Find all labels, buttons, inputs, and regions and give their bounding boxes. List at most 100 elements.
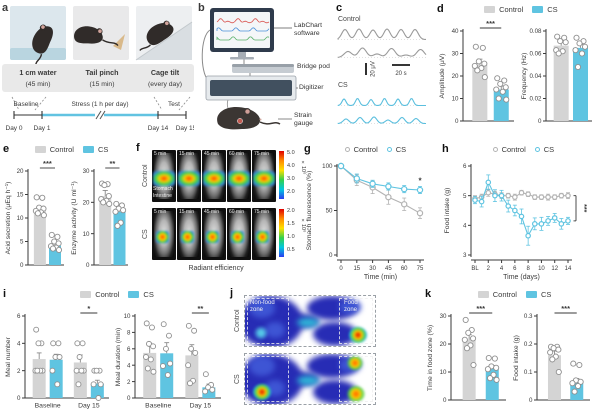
svg-text:Test: Test bbox=[168, 101, 180, 108]
stomach-fluorescence-chart: 0 50 100 Stomach fluorescence (%) 0 15 30 45 60 7… bbox=[303, 157, 440, 286]
svg-text:10: 10 bbox=[452, 96, 459, 103]
svg-text:6: 6 bbox=[463, 163, 467, 170]
panel-label-e: e bbox=[3, 143, 10, 155]
time-in-food-zone-chart: 0 10 20 30 Time in food zone (%) *** bbox=[424, 302, 510, 415]
svg-text:5: 5 bbox=[463, 193, 467, 200]
svg-text:10: 10 bbox=[17, 215, 24, 222]
svg-text:Baseline: Baseline bbox=[14, 101, 39, 108]
bridge-pod-label: Bridge pod bbox=[297, 63, 330, 70]
bridge-pod-icon bbox=[232, 64, 294, 73]
mouse-fluorescence-image: 75 min bbox=[252, 150, 276, 202]
svg-text:10: 10 bbox=[124, 313, 131, 320]
mouse-fluorescence-image: 5 min bbox=[152, 208, 176, 260]
svg-text:0.04: 0.04 bbox=[529, 73, 542, 80]
control-trace-2 bbox=[336, 42, 434, 60]
non-food-zone-outline bbox=[247, 356, 289, 402]
svg-text:0: 0 bbox=[329, 252, 333, 259]
acid-secretion-chart: 0 5 10 15 20 Acid secretion (μEq h⁻¹) *** bbox=[2, 157, 68, 280]
svg-text:2: 2 bbox=[487, 266, 491, 272]
mouse-fluorescence-image: 15 min bbox=[177, 150, 201, 202]
svg-text:**: ** bbox=[109, 159, 115, 168]
mouse-fluorescence-image: 15 min bbox=[177, 208, 201, 260]
cs-swatch bbox=[525, 291, 537, 298]
non-food-zone-label: Non-food zone bbox=[250, 300, 275, 313]
food-zone-outline bbox=[339, 356, 373, 402]
panel-c-gastric-traces: c Control 20 μV 20 s CS bbox=[336, 2, 434, 140]
control-swatch bbox=[477, 291, 489, 298]
panel-f-ivis-imaging: f Control 5 min Stomach Intestine 15 min 45 … bbox=[136, 142, 306, 285]
svg-text:10: 10 bbox=[538, 266, 545, 272]
mouse-fluorescence-image: 5 min Stomach Intestine bbox=[152, 150, 176, 202]
control-swatch bbox=[34, 146, 46, 153]
labchart-software-label: LabChart software bbox=[294, 22, 322, 37]
svg-text:20: 20 bbox=[83, 200, 90, 207]
svg-text:***: *** bbox=[580, 204, 587, 212]
control-swatch bbox=[80, 291, 92, 298]
svg-text:Day 15: Day 15 bbox=[176, 125, 194, 132]
control-trace-1 bbox=[336, 24, 434, 42]
colorbar-gradient bbox=[279, 151, 284, 199]
panel-a-stress-protocol: a bbox=[2, 2, 197, 140]
svg-text:50: 50 bbox=[326, 208, 333, 215]
cs-marker bbox=[386, 147, 392, 152]
stressor-label-band bbox=[2, 64, 194, 92]
svg-text:30: 30 bbox=[369, 266, 376, 272]
svg-text:6: 6 bbox=[513, 266, 517, 272]
digitizer-label: Digitizer bbox=[299, 84, 324, 91]
control-row-label: Control bbox=[142, 164, 149, 188]
svg-text:1 cm water: 1 cm water bbox=[19, 68, 56, 77]
svg-text:Time in food zone (%): Time in food zone (%) bbox=[427, 325, 434, 391]
svg-text:*: * bbox=[418, 176, 422, 185]
digitizer-icon bbox=[205, 75, 297, 101]
mouse-fluorescence-image: 75 min bbox=[252, 208, 276, 260]
svg-text:***: *** bbox=[476, 304, 485, 313]
legend: Control CS bbox=[492, 145, 554, 154]
svg-text:14: 14 bbox=[565, 266, 572, 272]
panel-label-d: d bbox=[437, 3, 444, 15]
svg-text:0: 0 bbox=[443, 397, 447, 404]
svg-text:2: 2 bbox=[127, 379, 131, 386]
svg-text:Meal number: Meal number bbox=[5, 336, 12, 376]
non-food-zone-outline bbox=[247, 298, 289, 344]
panel-label-h: h bbox=[442, 143, 449, 155]
control-row-label: Control bbox=[234, 309, 241, 333]
svg-text:Meal duration (min): Meal duration (min) bbox=[115, 328, 122, 387]
svg-text:0.08: 0.08 bbox=[529, 28, 542, 35]
svg-text:(45 min): (45 min) bbox=[26, 81, 51, 88]
panel-i-meal-patterns: i Control CS 0 2 4 6 Meal number Baseline Day … bbox=[2, 287, 228, 413]
cs-colorbar: ×10⁶ 2.0 1.5 1.0 0.5 bbox=[279, 208, 309, 260]
meal-number-chart: 0 2 4 6 Meal number Baseline Day 15 * bbox=[2, 302, 112, 415]
svg-text:Food intake (g): Food intake (g) bbox=[444, 188, 451, 234]
svg-text:Stomach fluorescence (%): Stomach fluorescence (%) bbox=[306, 171, 313, 251]
svg-text:Amplitude (μV): Amplitude (μV) bbox=[439, 53, 446, 98]
cs-trace-1 bbox=[336, 90, 434, 108]
meal-duration-chart: 0 2 4 6 8 10 Meal duration (min) Baseline Day 15… bbox=[112, 302, 224, 415]
panel-label-i: i bbox=[3, 288, 7, 300]
frequency-chart: 0 0.02 0.04 0.06 0.08 Frequency (Hz) bbox=[518, 17, 596, 136]
legend: Control CS bbox=[477, 290, 551, 299]
mouse-icon bbox=[217, 107, 281, 130]
svg-text:2: 2 bbox=[17, 368, 21, 375]
control-heatmap: Non-food zone Food zone bbox=[244, 295, 376, 347]
cs-heatmap bbox=[244, 353, 376, 405]
radiant-efficiency-caption: Radiant efficiency bbox=[188, 265, 244, 272]
svg-text:5: 5 bbox=[20, 239, 24, 246]
svg-text:Food intake (g): Food intake (g) bbox=[513, 335, 520, 381]
svg-text:Time (days): Time (days) bbox=[503, 274, 540, 281]
svg-text:0: 0 bbox=[339, 266, 343, 272]
scale-bars: 20 μV 20 s bbox=[365, 61, 410, 77]
panel-label-g: g bbox=[304, 143, 311, 155]
recording-setup-illustration: b bbox=[198, 2, 298, 130]
strain-gauge-label: Strain gauge bbox=[294, 112, 313, 127]
svg-text:0: 0 bbox=[17, 395, 21, 402]
svg-text:20: 20 bbox=[440, 341, 447, 348]
cs-marker bbox=[534, 147, 540, 152]
food-intake-chart: 3 4 5 6 Food intake (g) BL 2 4 6 8 10 12 14 Time (day… bbox=[441, 157, 598, 286]
panel-h-food-intake-timecourse: h Control CS 3 4 5 6 Food intake (g) BL 2 4 6 8 10… bbox=[441, 142, 598, 285]
svg-text:15: 15 bbox=[17, 192, 24, 199]
svg-text:0.2: 0.2 bbox=[524, 341, 533, 348]
svg-text:0.1: 0.1 bbox=[524, 369, 533, 376]
legend: Control CS bbox=[80, 290, 154, 299]
svg-text:8: 8 bbox=[127, 330, 131, 337]
cs-trace-label: CS bbox=[338, 82, 348, 89]
